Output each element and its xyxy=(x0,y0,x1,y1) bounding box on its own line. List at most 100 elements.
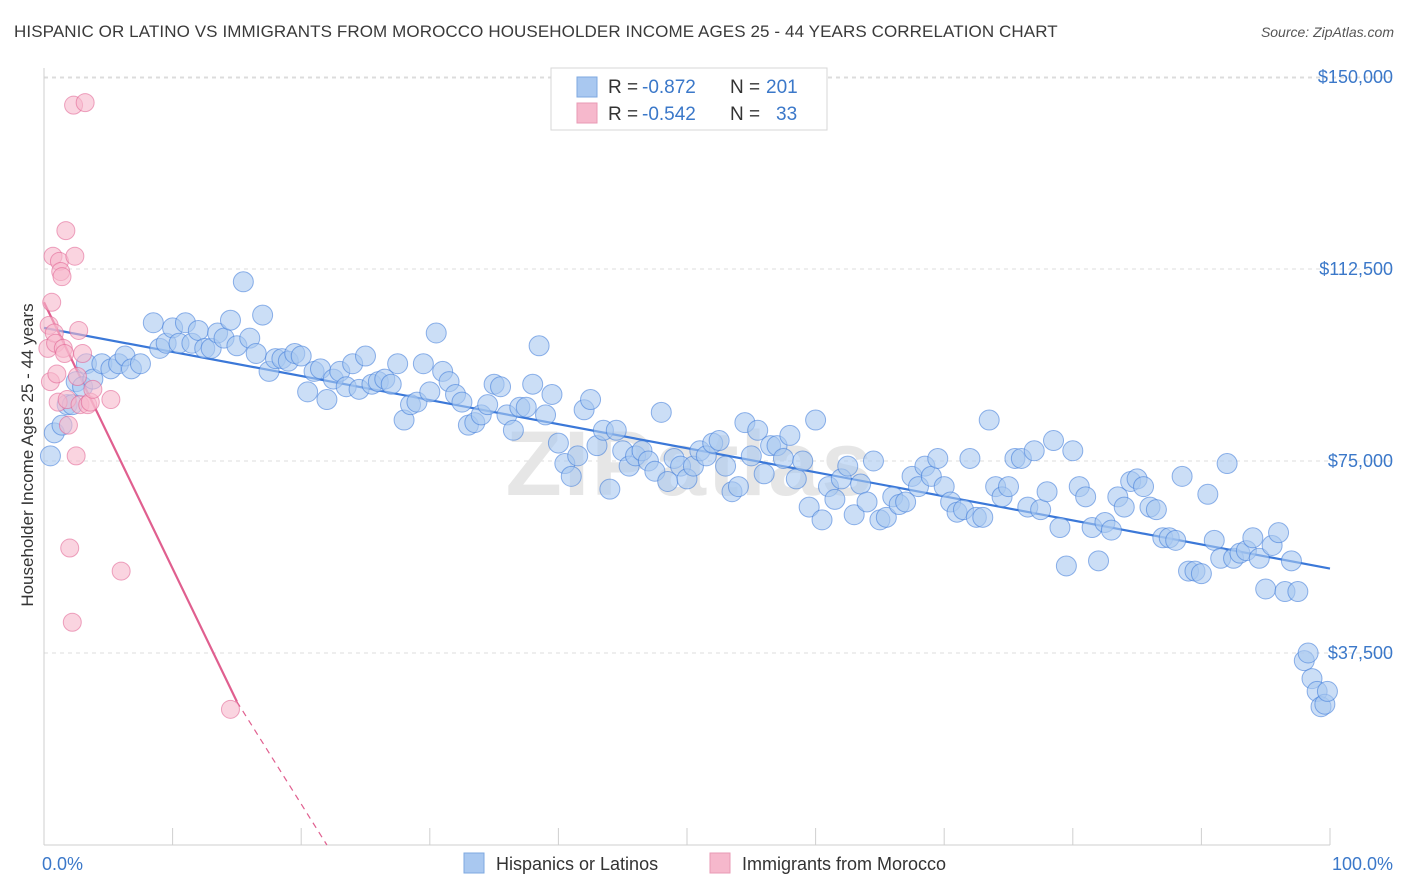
pink-n-value: 33 xyxy=(776,104,797,125)
data-point-morocco xyxy=(220,699,240,719)
data-point-hispanic xyxy=(1171,465,1193,487)
pink-r-label: R = xyxy=(608,104,638,125)
data-point-hispanic xyxy=(380,373,402,395)
y-tick-label: $37,500 xyxy=(1328,643,1393,663)
data-point-morocco xyxy=(56,221,76,241)
trend-line-morocco-extrapolated xyxy=(236,701,328,846)
data-point-hispanic xyxy=(875,506,897,528)
data-point-hispanic xyxy=(599,478,621,500)
data-point-hispanic xyxy=(824,488,846,510)
bottom-legend: Hispanics or Latinos Immigrants from Mor… xyxy=(463,852,946,874)
data-point-hispanic xyxy=(1043,430,1065,452)
data-point-hispanic xyxy=(895,491,917,513)
data-point-morocco xyxy=(58,415,78,435)
data-point-hispanic xyxy=(927,447,949,469)
data-point-hispanic xyxy=(1133,476,1155,498)
data-point-hispanic xyxy=(856,491,878,513)
source-label: Source: ZipAtlas.com xyxy=(1260,24,1394,40)
data-point-hispanic xyxy=(387,353,409,375)
legend-swatch-morocco xyxy=(709,852,731,874)
data-point-morocco xyxy=(111,561,131,581)
data-point-hispanic xyxy=(843,504,865,526)
data-point-hispanic xyxy=(1023,440,1045,462)
blue-n-value: 201 xyxy=(766,77,798,98)
data-point-hispanic xyxy=(978,409,1000,431)
data-point-hispanic xyxy=(502,419,524,441)
data-point-hispanic xyxy=(290,345,312,367)
data-point-morocco xyxy=(67,367,87,387)
data-point-hispanic xyxy=(1268,522,1290,544)
data-point-morocco xyxy=(60,538,80,558)
x-tick-label-min: 0.0% xyxy=(42,854,83,874)
data-point-hispanic xyxy=(1297,642,1319,664)
data-point-hispanic xyxy=(522,373,544,395)
y-tick-label: $150,000 xyxy=(1318,67,1393,87)
blue-r-label: R = xyxy=(608,77,638,98)
data-point-hispanic xyxy=(1030,499,1052,521)
data-point-hispanic xyxy=(753,463,775,485)
data-point-hispanic xyxy=(740,445,762,467)
data-point-hispanic xyxy=(1145,499,1167,521)
y-tick-label: $75,000 xyxy=(1328,451,1393,471)
data-point-hispanic xyxy=(1075,486,1097,508)
data-point-hispanic xyxy=(297,381,319,403)
data-point-morocco xyxy=(52,267,72,287)
data-point-hispanic xyxy=(528,335,550,357)
trend-lines xyxy=(43,301,1331,846)
data-point-hispanic xyxy=(245,342,267,364)
chart-title: HISPANIC OR LATINO VS IMMIGRANTS FROM MO… xyxy=(14,22,1058,41)
data-point-hispanic xyxy=(779,424,801,446)
legend-swatch-hispanic xyxy=(463,852,485,874)
data-point-hispanic xyxy=(1216,453,1238,475)
data-point-hispanic xyxy=(252,304,274,326)
data-point-hispanic xyxy=(1088,550,1110,572)
data-point-hispanic xyxy=(187,319,209,341)
data-point-hispanic xyxy=(1280,550,1302,572)
data-point-hispanic xyxy=(560,465,582,487)
data-point-morocco xyxy=(62,612,82,632)
data-point-hispanic xyxy=(412,353,434,375)
data-point-hispanic xyxy=(535,404,557,426)
data-point-hispanic xyxy=(798,496,820,518)
data-point-hispanic xyxy=(708,430,730,452)
data-point-hispanic xyxy=(862,450,884,472)
pink-n-label: N = xyxy=(730,104,760,125)
data-point-hispanic xyxy=(727,476,749,498)
data-point-hispanic xyxy=(1248,547,1270,569)
data-point-hispanic xyxy=(650,401,672,423)
legend-label-morocco: Immigrants from Morocco xyxy=(742,854,946,874)
stats-legend: R = -0.872 N = 201 R = -0.542 N = 33 xyxy=(550,67,828,131)
data-point-hispanic xyxy=(1203,529,1225,551)
data-point-hispanic xyxy=(232,271,254,293)
data-point-hispanic xyxy=(541,383,563,405)
data-point-hispanic xyxy=(1255,578,1277,600)
y-tick-labels: $37,500 $75,000 $112,500 $150,000 xyxy=(1318,67,1393,663)
data-point-hispanic xyxy=(39,445,61,467)
data-point-hispanic xyxy=(1055,555,1077,577)
data-point-hispanic xyxy=(1100,519,1122,541)
data-point-morocco xyxy=(66,446,86,466)
data-point-hispanic xyxy=(515,396,537,418)
data-point-morocco xyxy=(83,379,103,399)
blue-swatch xyxy=(576,76,598,98)
data-point-hispanic xyxy=(792,450,814,472)
x-tick-labels: 0.0% 100.0% xyxy=(42,854,1393,874)
trend-line-hispanic xyxy=(43,326,1331,570)
data-point-hispanic xyxy=(785,468,807,490)
data-point-hispanic xyxy=(1113,496,1135,518)
data-point-hispanic xyxy=(129,353,151,375)
data-point-hispanic xyxy=(580,389,602,411)
data-point-hispanic xyxy=(316,389,338,411)
x-tick-label-max: 100.0% xyxy=(1332,854,1393,874)
data-point-hispanic xyxy=(1036,481,1058,503)
data-point-morocco xyxy=(69,320,89,340)
data-point-hispanic xyxy=(1316,680,1338,702)
data-point-hispanic xyxy=(998,476,1019,498)
data-point-morocco xyxy=(75,93,95,113)
data-point-hispanic xyxy=(219,309,241,331)
data-point-hispanic xyxy=(142,312,164,334)
data-point-hispanic xyxy=(1287,581,1309,603)
data-point-hispanic xyxy=(959,447,981,469)
data-point-morocco xyxy=(42,292,62,312)
data-point-morocco xyxy=(65,246,85,266)
